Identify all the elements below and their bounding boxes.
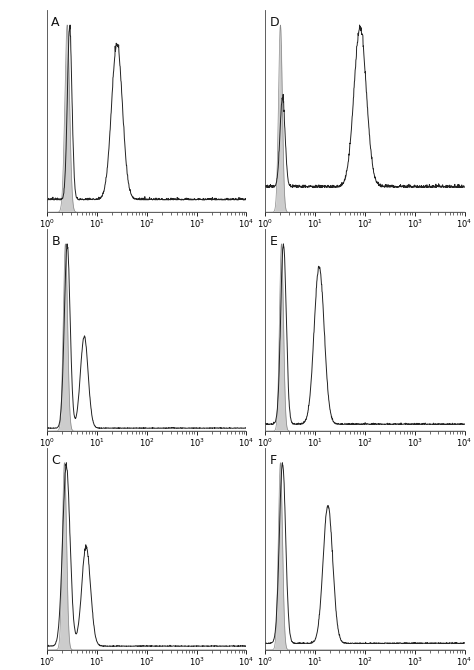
Text: E: E — [269, 235, 277, 248]
Text: B: B — [51, 235, 60, 248]
Text: F: F — [269, 454, 276, 467]
Text: A: A — [51, 16, 60, 29]
Text: D: D — [269, 16, 279, 29]
Text: C: C — [51, 454, 60, 467]
